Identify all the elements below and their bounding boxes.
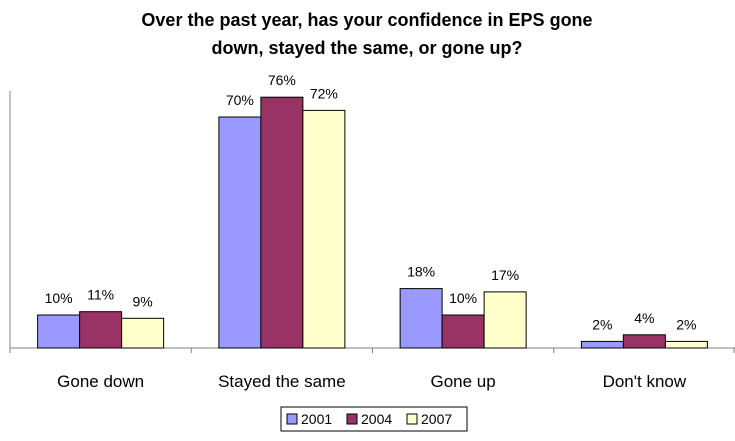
data-label-2001-1: 70% [226,92,254,108]
data-label-2004-3: 4% [634,310,654,326]
bar-2001-1 [218,116,262,349]
chart-title-line-1: Over the past year, has your confidence … [141,10,592,30]
chart-title-line-2: down, stayed the same, or gone up? [211,38,522,58]
bar-2004-3 [622,334,666,349]
bar-2007-3 [664,340,708,349]
legend: 2001 2004 2007 [280,406,468,432]
bar-2004-2 [441,314,485,349]
legend-label-2007: 2007 [421,411,452,427]
data-label-2001-3: 2% [592,316,612,332]
legend-swatch-2004 [346,413,358,425]
data-label-2007-2: 17% [491,267,519,283]
data-label-2007-0: 9% [133,293,153,309]
x-tick-label-0: Gone down [57,372,144,391]
data-label-2007-1: 72% [310,85,338,101]
x-tick-label-2: Gone up [431,372,496,391]
data-label-2004-0: 11% [87,287,114,303]
bar-2007-0 [121,317,165,349]
x-tick-label-1: Stayed the same [218,372,346,391]
bar-2001-0 [37,314,81,349]
bar-2007-1 [302,109,346,349]
data-label-2004-1: 76% [268,72,296,88]
bar-2004-1 [260,96,304,349]
data-label-2001-0: 10% [45,290,73,306]
legend-label-2001: 2001 [301,411,332,427]
data-label-2004-2: 10% [449,290,477,306]
data-label-2001-2: 18% [407,264,435,280]
bar-2001-2 [399,288,443,349]
bar-2004-0 [79,311,123,349]
legend-swatch-2001 [286,413,298,425]
legend-swatch-2007 [406,413,418,425]
plot-area: 10% 11% 9% Gone down 70% 76% 72% Stayed the sam… [9,72,735,391]
bar-2001-3 [580,340,624,349]
x-tick-label-3: Don't know [603,372,687,391]
data-label-2007-3: 2% [676,316,696,332]
bar-2007-2 [483,291,527,349]
legend-label-2004: 2004 [361,411,392,427]
legend-box [280,406,468,432]
